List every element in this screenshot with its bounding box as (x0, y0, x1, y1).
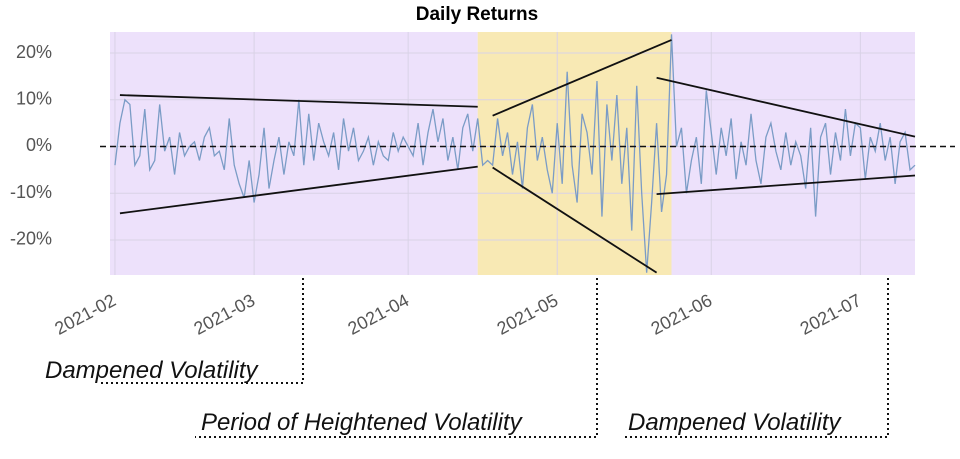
bracket (195, 278, 598, 438)
annotation: Period of Heightened Volatility (201, 409, 524, 436)
annotation: Dampened Volatility (628, 409, 843, 436)
chart-title: Daily Returns (416, 4, 538, 25)
x-tick-label: 2021-05 (494, 290, 562, 339)
x-tick-label: 2021-06 (648, 290, 716, 339)
y-tick-label: 20% (16, 42, 52, 62)
annotation-brackets (100, 278, 889, 438)
series-line (114, 34, 916, 273)
y-tick-label: -10% (10, 182, 52, 202)
trend-line (492, 166, 658, 274)
trend-line (492, 39, 672, 117)
annotation: Dampened Volatility (45, 357, 260, 384)
bracket (100, 278, 304, 384)
trend-line (119, 165, 478, 215)
trend-line (656, 174, 916, 196)
y-tick-label: 0% (26, 135, 52, 155)
y-tick-label: 10% (16, 89, 52, 109)
trend-line (119, 94, 478, 108)
background (110, 32, 915, 275)
trend-line (656, 76, 916, 138)
x-tick-label: 2021-03 (190, 290, 258, 339)
shaded-span (477, 32, 672, 275)
x-tick-label: 2021-07 (797, 290, 865, 339)
x-tick-label: 2021-02 (51, 290, 119, 339)
x-tick-label: 2021-04 (345, 290, 413, 339)
y-tick-label: -20% (10, 229, 52, 249)
